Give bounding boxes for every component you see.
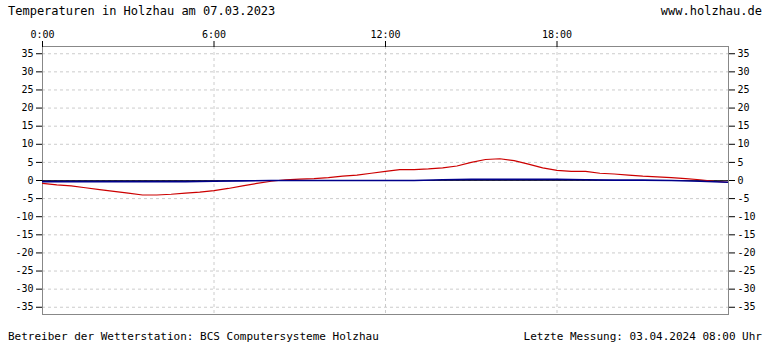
svg-text:-25: -25 — [738, 265, 756, 276]
svg-text:-5: -5 — [738, 193, 750, 204]
html-text:www.holzhau.de: www.holzhau.de — [660, 4, 762, 18]
svg-text:12:00: 12:00 — [370, 29, 400, 40]
svg-text:30: 30 — [21, 66, 33, 77]
svg-text:-20: -20 — [15, 247, 33, 258]
svg-text:25: 25 — [738, 84, 750, 95]
html-text:Temperaturen in Holzhau am 07.: Temperaturen in Holzhau am 07.03.2023 — [8, 4, 276, 18]
svg-text:-5: -5 — [21, 193, 33, 204]
svg-text:-30: -30 — [15, 283, 33, 294]
svg-text:10: 10 — [21, 138, 33, 149]
svg-text:35: 35 — [21, 48, 33, 59]
svg-text:-35: -35 — [738, 301, 756, 312]
svg-text:0: 0 — [27, 175, 33, 186]
svg-text:35: 35 — [738, 48, 750, 59]
svg-text:-20: -20 — [738, 247, 756, 258]
html-text:Betreiber der Wetterstation: B: Betreiber der Wetterstation: BCS Compute… — [8, 329, 379, 343]
svg-text:15: 15 — [738, 120, 750, 131]
svg-text:5: 5 — [27, 157, 33, 168]
svg-text:20: 20 — [21, 102, 33, 113]
svg-text:10: 10 — [738, 138, 750, 149]
svg-text:20: 20 — [738, 102, 750, 113]
svg-text:-10: -10 — [738, 211, 756, 222]
svg-text:-30: -30 — [738, 283, 756, 294]
svg-text:25: 25 — [21, 84, 33, 95]
svg-text:18:00: 18:00 — [542, 29, 572, 40]
svg-text:6:00: 6:00 — [202, 29, 226, 40]
svg-text:0:00: 0:00 — [30, 29, 54, 40]
svg-text:15: 15 — [21, 120, 33, 131]
svg-text:0: 0 — [738, 175, 744, 186]
svg-text:-10: -10 — [15, 211, 33, 222]
svg-text:-25: -25 — [15, 265, 33, 276]
svg-text:-15: -15 — [15, 229, 33, 240]
svg-text:-15: -15 — [738, 229, 756, 240]
svg-text:-35: -35 — [15, 301, 33, 312]
svg-text:5: 5 — [738, 157, 744, 168]
svg-text:30: 30 — [738, 66, 750, 77]
html-text:Letzte Messung: 03.04.2024 08:: Letzte Messung: 03.04.2024 08:00 Uhr — [523, 329, 762, 343]
